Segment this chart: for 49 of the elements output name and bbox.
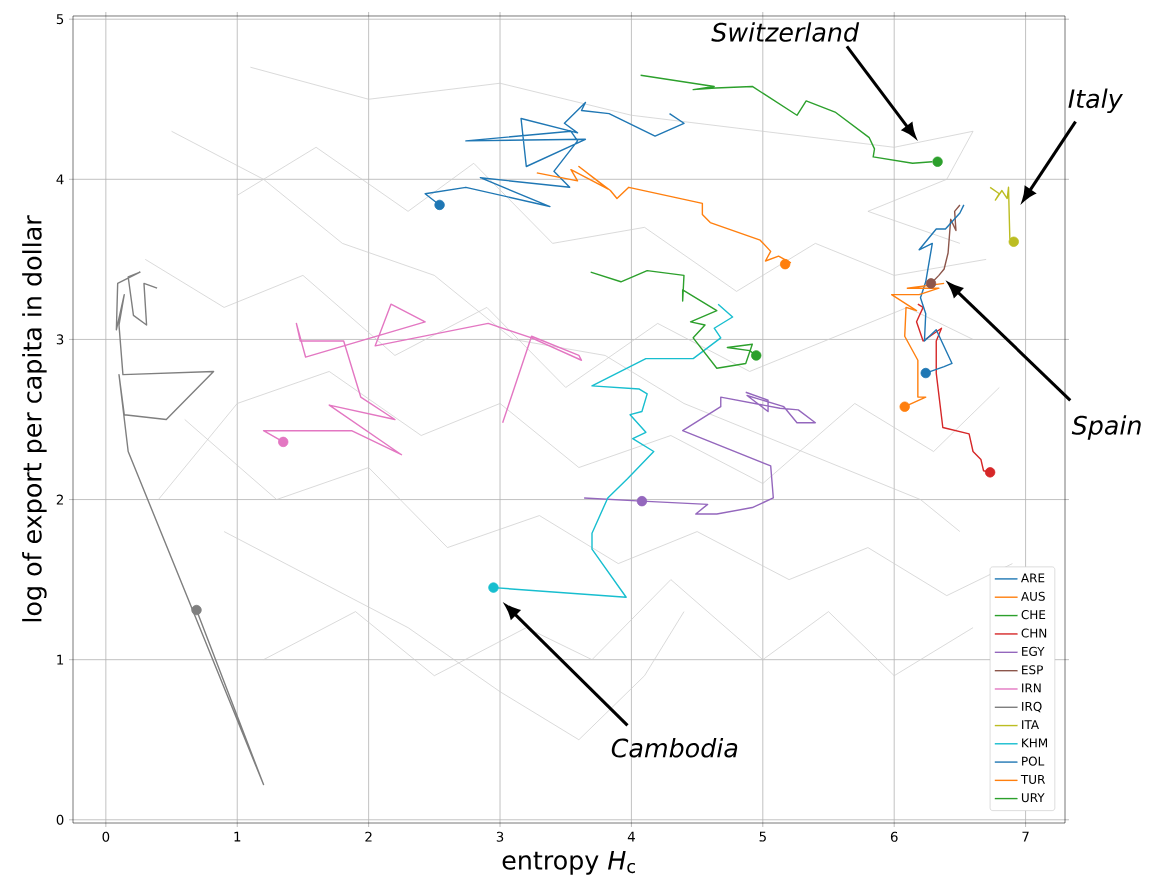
x-tick-label: 4: [627, 831, 635, 842]
point: [636, 495, 648, 507]
point: [1008, 236, 1019, 247]
text: Spain: [1071, 415, 1141, 440]
y-tick-label: 0: [56, 814, 64, 825]
point: [984, 467, 996, 478]
point: [899, 401, 910, 412]
text: Italy: [1068, 88, 1123, 114]
point: [488, 582, 499, 593]
point: [751, 350, 762, 361]
y-tick-label: 1: [57, 654, 64, 665]
line-series: [115, 271, 265, 786]
line-series: [262, 303, 583, 456]
legend-label: KHM: [1022, 738, 1047, 748]
legend-label: EGY: [1022, 646, 1045, 656]
point: [434, 199, 445, 211]
legend-label: AUS: [1021, 591, 1045, 601]
point: [191, 604, 202, 616]
annotation: Switzerland: [711, 22, 860, 42]
x-tick-label: 0: [102, 831, 110, 842]
x-tick-label: 3: [496, 831, 504, 842]
y-axis-title: log of export per capita in dollar: [22, 215, 47, 622]
point: [925, 278, 937, 289]
line-series: [583, 391, 817, 515]
legend-label: URY: [1021, 793, 1045, 803]
legend-label: IRN: [1022, 683, 1041, 693]
x-tick-label: 5: [759, 831, 766, 842]
legend-label: IRQ: [1022, 701, 1042, 713]
y-tick-label: 3: [56, 334, 64, 345]
legend-label: ARE: [1021, 573, 1045, 583]
y-tick-label: 2: [56, 494, 63, 505]
x-tick-label: 6: [890, 831, 898, 842]
point: [278, 436, 289, 448]
x-tick-label: 7: [1022, 831, 1029, 842]
legend-label: TUR: [1020, 775, 1046, 784]
annotation: Cambodia: [611, 737, 738, 758]
point: [920, 367, 931, 379]
point: [779, 259, 791, 270]
legend-label: ITA: [1022, 720, 1039, 729]
x-tick-label: 1: [234, 831, 241, 842]
legend-label: CHE: [1021, 610, 1046, 620]
x-axis-title: entropy H$_{c}$: [502, 850, 636, 875]
point: [932, 156, 943, 167]
x-tick-label: 2: [365, 831, 372, 842]
y-tick-label: 5: [56, 14, 64, 25]
y-tick-label: 4: [56, 174, 64, 185]
legend-label: CHN: [1021, 628, 1047, 638]
legend-label: ESP: [1022, 665, 1043, 675]
legend-label: POL: [1022, 756, 1045, 766]
